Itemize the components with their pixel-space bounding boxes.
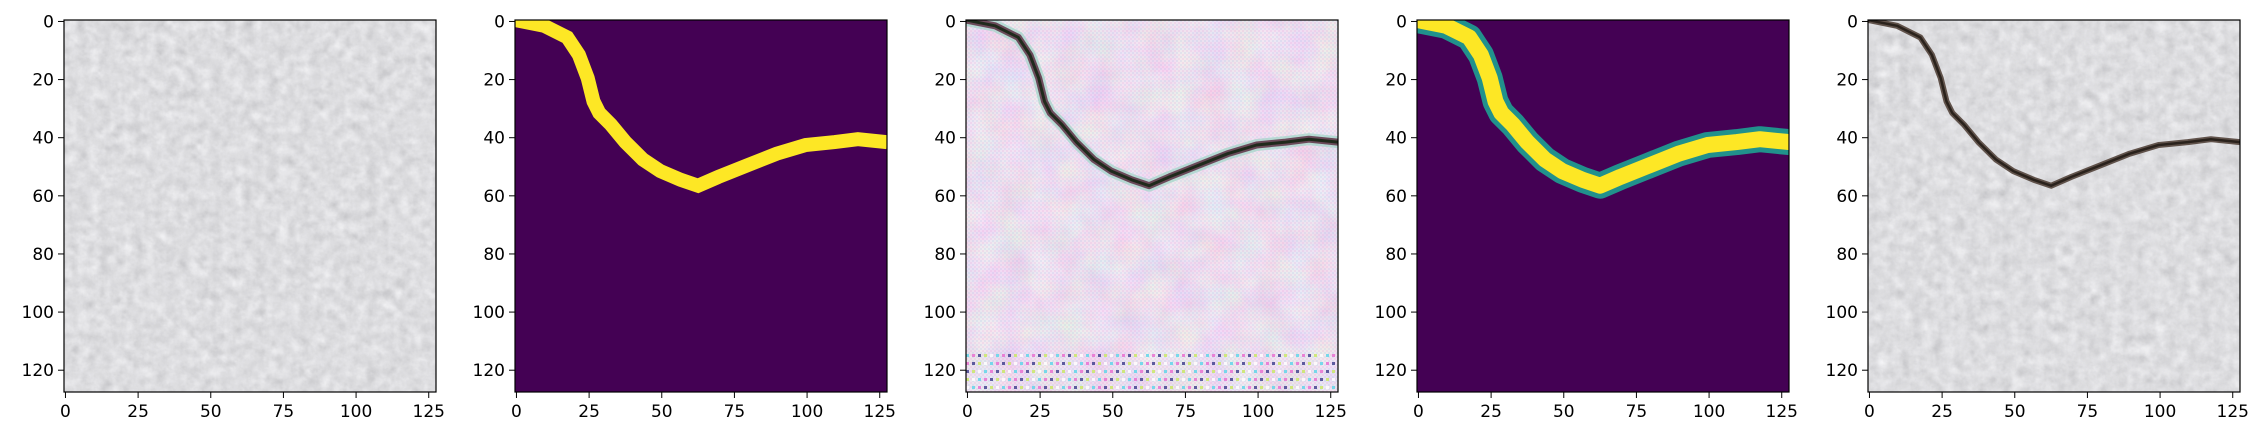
mask-binary-image: [515, 20, 887, 392]
x-tick-label: 75: [273, 402, 295, 422]
x-tick-label: 50: [2004, 402, 2026, 422]
crack-line: [966, 20, 1338, 188]
x-tick-label: 100: [1693, 402, 1725, 422]
x-tick-label: 50: [1553, 402, 1575, 422]
crack-prediction: [1417, 20, 1789, 194]
photo-gray-image: [64, 20, 436, 392]
y-tick-label: 60: [934, 187, 956, 207]
y-tick-label: 20: [934, 71, 956, 91]
y-tick-label: 60: [1385, 187, 1407, 207]
x-tick-label: 75: [1175, 402, 1197, 422]
y-tick-label: 120: [473, 361, 505, 381]
x-tick-label: 0: [1413, 402, 1424, 422]
y-tick-label: 40: [934, 129, 956, 149]
y-tick-label: 120: [1826, 361, 1858, 381]
y-tick-label: 0: [945, 12, 956, 32]
x-tick-label: 100: [2144, 402, 2176, 422]
photo-crack-image: [1868, 20, 2240, 392]
y-tick-label: 20: [483, 71, 505, 91]
y-tick-label: 120: [1375, 361, 1407, 381]
y-tick-label: 40: [1385, 129, 1407, 149]
x-tick-label: 50: [1102, 402, 1124, 422]
crack-mask: [515, 20, 887, 194]
x-tick-label: 25: [127, 402, 149, 422]
y-tick-label: 80: [32, 245, 54, 265]
y-tick-label: 40: [32, 129, 54, 149]
y-tick-label: 100: [1826, 303, 1858, 323]
x-tick-label: 75: [724, 402, 746, 422]
y-tick-label: 0: [1396, 12, 1407, 32]
x-tick-label: 0: [962, 402, 973, 422]
x-tick-label: 100: [340, 402, 372, 422]
y-tick-label: 100: [473, 303, 505, 323]
mask-soft-image: [1417, 20, 1789, 392]
y-tick-label: 120: [924, 361, 956, 381]
x-tick-label: 50: [651, 402, 673, 422]
axes-frame: [965, 19, 1339, 393]
axes-frame: [514, 19, 888, 393]
x-tick-label: 125: [864, 402, 896, 422]
x-tick-label: 125: [2217, 402, 2249, 422]
y-tick-label: 120: [22, 361, 54, 381]
x-tick-label: 75: [2077, 402, 2099, 422]
x-tick-label: 100: [791, 402, 823, 422]
y-tick-label: 60: [32, 187, 54, 207]
x-tick-label: 0: [60, 402, 71, 422]
y-tick-label: 80: [1385, 245, 1407, 265]
panel-3: 0 25 50 75 100 125 0 20 40 60 80 100 120: [924, 12, 1347, 422]
y-tick-label: 0: [494, 12, 505, 32]
axes-frame: [63, 19, 437, 393]
panel-5: 0 25 50 75 100 125 0 20 40 60 80 100 120: [1826, 12, 2249, 422]
y-tick-label: 100: [22, 303, 54, 323]
x-tick-label: 100: [1242, 402, 1274, 422]
y-tick-label: 80: [934, 245, 956, 265]
generated-crack-image: [966, 20, 1338, 392]
y-tick-label: 80: [1836, 245, 1858, 265]
y-tick-label: 100: [924, 303, 956, 323]
y-tick-label: 0: [1847, 12, 1858, 32]
panel-2: 0 25 50 75 100 125 0 20 40 60 80 100 120: [473, 12, 896, 422]
y-tick-label: 40: [1836, 129, 1858, 149]
y-tick-label: 20: [1385, 71, 1407, 91]
x-tick-label: 75: [1626, 402, 1648, 422]
panel-1: 0 25 50 75 100 125 0 20 40 60 80 100 120: [22, 12, 445, 422]
x-tick-label: 25: [578, 402, 600, 422]
y-tick-label: 40: [483, 129, 505, 149]
y-tick-label: 20: [1836, 71, 1858, 91]
x-tick-label: 0: [511, 402, 522, 422]
x-tick-label: 0: [1864, 402, 1875, 422]
y-tick-label: 100: [1375, 303, 1407, 323]
y-tick-label: 60: [1836, 187, 1858, 207]
y-tick-label: 80: [483, 245, 505, 265]
x-tick-label: 125: [1766, 402, 1798, 422]
axes-frame: [1416, 19, 1790, 393]
x-tick-label: 125: [1315, 402, 1347, 422]
y-tick-label: 20: [32, 71, 54, 91]
y-tick-label: 0: [43, 12, 54, 32]
panel-4: 0 25 50 75 100 125 0 20 40 60 80 100 120: [1375, 12, 1798, 422]
x-tick-label: 25: [1480, 402, 1502, 422]
x-tick-label: 25: [1931, 402, 1953, 422]
y-tick-label: 60: [483, 187, 505, 207]
x-tick-label: 125: [413, 402, 445, 422]
axes-frame: [1867, 19, 2241, 393]
x-tick-label: 50: [200, 402, 222, 422]
x-tick-label: 25: [1029, 402, 1051, 422]
